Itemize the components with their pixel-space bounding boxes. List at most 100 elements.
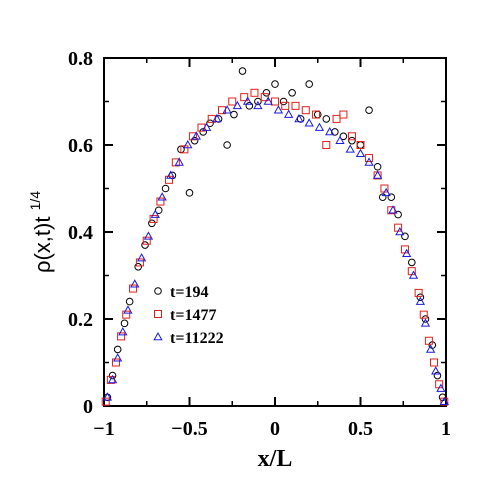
data-point-circle xyxy=(223,141,231,149)
data-point-triangle xyxy=(420,318,431,327)
data-point-triangle xyxy=(284,109,294,118)
data-point-circle xyxy=(373,162,382,171)
x-tick-label: −0.5 xyxy=(171,418,207,440)
data-point-triangle xyxy=(183,139,193,149)
data-point-triangle xyxy=(232,100,243,110)
data-point-circle xyxy=(348,136,356,145)
x-tick-labels: −1 −0.5 0 0.5 1 xyxy=(93,418,451,440)
data-point-triangle xyxy=(166,170,176,179)
data-point-circle xyxy=(401,232,409,241)
data-point-triangle xyxy=(395,226,405,236)
data-point-square xyxy=(424,336,433,345)
data-point-triangle xyxy=(123,305,133,314)
legend-marker-square xyxy=(154,310,162,318)
legend-marker-triangle xyxy=(153,331,163,341)
data-point-triangle xyxy=(402,248,412,258)
data-point-triangle xyxy=(174,157,184,166)
data-point-triangle xyxy=(415,296,426,305)
y-tick-label: 0 xyxy=(83,396,93,418)
data-point-circle xyxy=(262,89,271,97)
data-point-square xyxy=(101,397,110,406)
data-point-square xyxy=(156,197,165,206)
data-point-square xyxy=(250,88,259,97)
data-point-triangle xyxy=(118,327,128,336)
data-point-triangle xyxy=(425,344,436,353)
data-point-square xyxy=(180,145,189,154)
data-point-square xyxy=(356,141,365,149)
data-point-circle xyxy=(125,297,134,306)
y-tick-label: 0.8 xyxy=(68,48,93,70)
data-point-circle xyxy=(279,97,288,106)
data-point-circle xyxy=(148,219,156,228)
data-point-triangle xyxy=(273,105,284,114)
data-point-triangle xyxy=(242,96,253,105)
data-point-circle xyxy=(313,110,322,119)
data-point-triangle xyxy=(381,187,391,197)
data-point-triangle xyxy=(408,270,419,279)
x-axis-label: x/L xyxy=(258,446,293,472)
x-tick-label: 0.5 xyxy=(348,418,373,440)
y-axis-label-group: ρ(x,t)t 1/4 xyxy=(27,191,55,273)
data-point-triangle xyxy=(325,126,335,136)
x-tick-label: 1 xyxy=(441,418,451,440)
data-point-square xyxy=(291,101,300,110)
data-point-circle xyxy=(365,106,373,114)
data-point-triangle xyxy=(314,122,325,131)
data-point-triangle xyxy=(263,96,273,105)
data-point-triangle xyxy=(388,205,398,214)
data-point-triangle xyxy=(372,170,383,179)
y-tick-labels: 0 0.2 0.4 0.6 0.8 xyxy=(68,48,93,418)
data-point-circle xyxy=(416,293,425,302)
data-point-circle xyxy=(387,193,396,201)
svg-text:ρ(x,t)t 1/4: ρ(x,t)t 1/4 xyxy=(27,191,55,273)
data-point-square xyxy=(271,97,279,106)
data-point-square xyxy=(142,236,151,245)
data-markers xyxy=(101,67,449,406)
data-point-square xyxy=(414,288,423,297)
data-point-circle xyxy=(254,97,262,106)
data-point-circle xyxy=(408,258,416,267)
data-point-square xyxy=(197,123,206,132)
data-point-circle xyxy=(305,80,314,88)
series-circle xyxy=(103,67,447,402)
data-point-triangle xyxy=(113,353,123,362)
data-point-square xyxy=(281,101,290,110)
axis-ticks xyxy=(103,57,447,407)
data-point-circle xyxy=(356,141,365,149)
data-point-square xyxy=(217,106,226,115)
data-point-triangle xyxy=(304,118,314,127)
data-point-square xyxy=(171,158,180,167)
data-point-circle xyxy=(120,319,129,328)
data-point-triangle xyxy=(191,131,201,140)
y-axis-exponent: 1/4 xyxy=(27,191,43,211)
data-point-square xyxy=(365,154,374,163)
legend-label: t=1477 xyxy=(170,307,216,324)
data-point-triangle xyxy=(345,144,355,153)
data-point-triangle xyxy=(294,113,304,123)
data-point-square xyxy=(301,106,310,115)
series-square xyxy=(101,88,449,406)
data-point-circle xyxy=(108,371,117,380)
data-point-triangle xyxy=(431,366,441,375)
data-point-circle xyxy=(394,210,402,219)
y-tick-label: 0.2 xyxy=(68,309,93,331)
plot-frame xyxy=(103,57,447,407)
data-point-triangle xyxy=(355,148,366,157)
data-point-square xyxy=(149,214,158,223)
data-point-circle xyxy=(271,80,279,88)
data-point-circle xyxy=(185,189,194,197)
data-point-square xyxy=(129,284,138,293)
legend-label: t=11222 xyxy=(170,330,224,347)
data-point-triangle xyxy=(212,113,222,123)
data-point-circle xyxy=(238,67,247,75)
data-point-square xyxy=(312,110,321,119)
x-tick-label: 0 xyxy=(270,418,280,440)
data-point-square xyxy=(135,258,144,267)
data-point-square xyxy=(347,132,356,141)
data-point-triangle xyxy=(253,100,263,110)
data-point-square xyxy=(117,332,126,341)
data-point-circle xyxy=(141,241,149,249)
data-point-circle xyxy=(245,102,254,110)
data-point-triangle xyxy=(102,392,113,401)
data-point-square xyxy=(188,132,197,141)
